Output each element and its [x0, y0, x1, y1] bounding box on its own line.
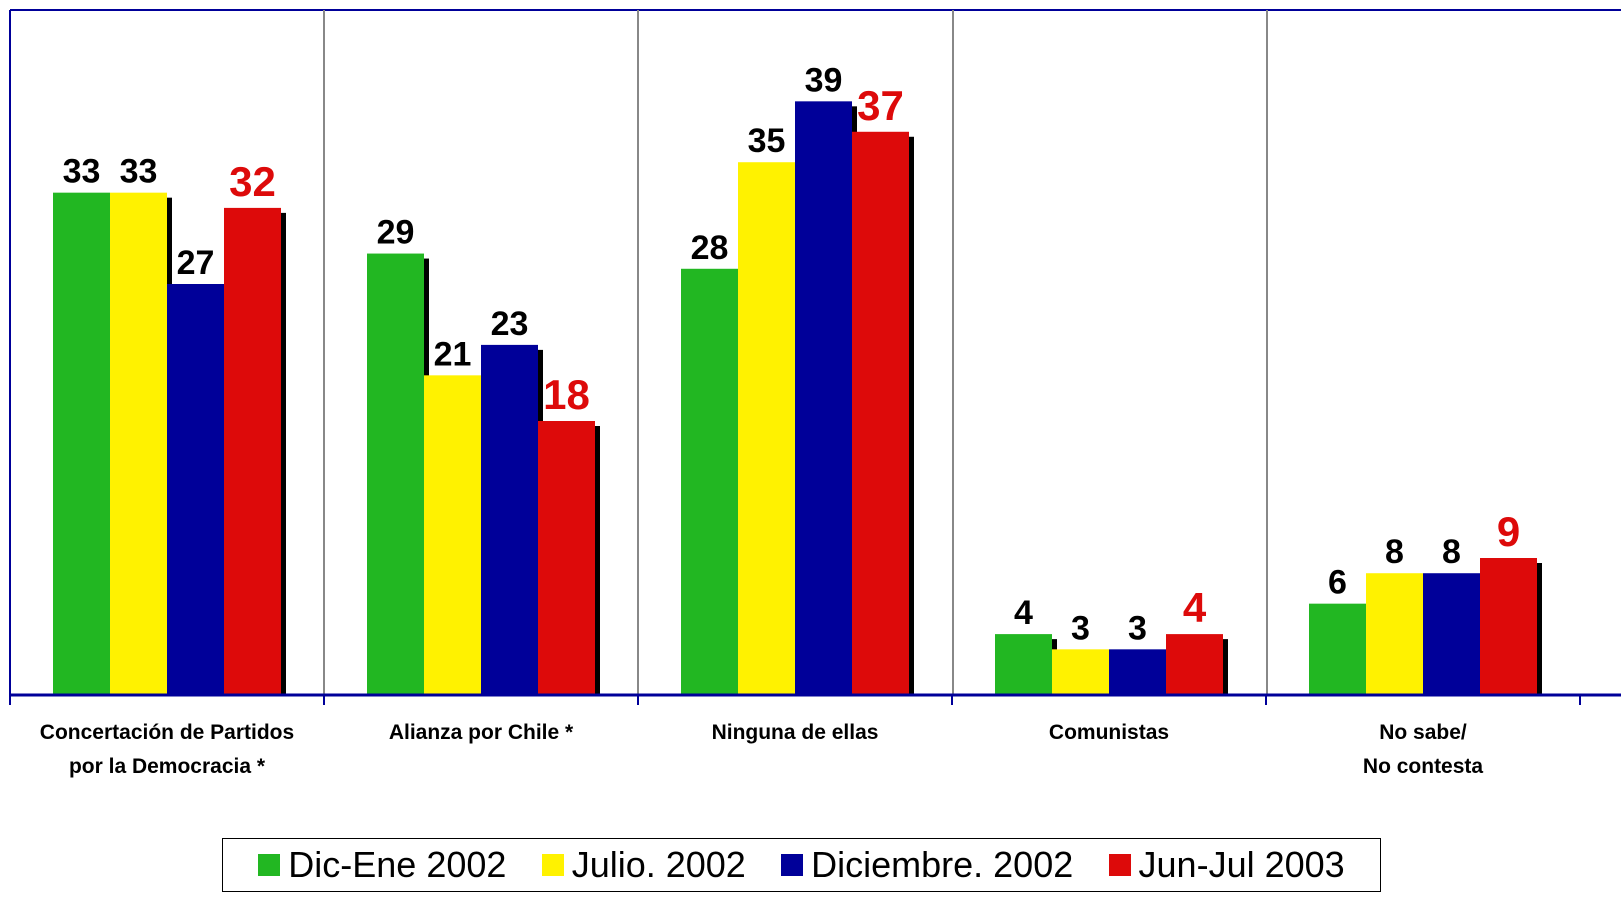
legend-label: Diciembre. 2002 [811, 844, 1074, 885]
legend-swatch [258, 854, 281, 876]
legend-label: Dic-Ene 2002 [288, 844, 507, 885]
data-label: 9 [1497, 508, 1520, 555]
bar [795, 101, 852, 696]
data-label: 3 [1128, 609, 1147, 647]
data-label: 28 [691, 229, 729, 267]
bar-shadow [909, 136, 914, 695]
legend-item: Jun-Jul 2003 [1108, 844, 1345, 886]
data-label: 37 [857, 82, 904, 129]
legend-swatch [1108, 854, 1131, 876]
legend-swatch [541, 854, 564, 876]
data-label: 29 [377, 214, 415, 252]
bar [1052, 649, 1109, 695]
bar [367, 253, 424, 696]
bar-shadow [1223, 639, 1228, 695]
legend-label: Jun-Jul 2003 [1138, 844, 1345, 885]
bar [481, 344, 538, 695]
bar [1480, 558, 1537, 695]
bar-shadow [281, 212, 286, 695]
bar [538, 421, 595, 695]
data-label: 35 [748, 122, 786, 160]
data-label: 4 [1183, 584, 1207, 631]
legend-item: Julio. 2002 [541, 844, 746, 886]
legend: Dic-Ene 2002 Julio. 2002 Diciembre. 2002 Ju… [222, 838, 1381, 892]
x-tick-label: Comunistas [1048, 721, 1170, 744]
data-label: 33 [63, 153, 101, 191]
bar-shadow [1537, 563, 1542, 695]
legend-label: Julio. 2002 [571, 844, 746, 885]
data-label: 6 [1328, 564, 1347, 602]
data-label: 32 [229, 158, 276, 205]
data-label: 23 [491, 305, 529, 343]
legend-swatch [781, 854, 804, 876]
bar [424, 375, 481, 695]
legend-item: Dic-Ene 2002 [258, 844, 506, 886]
data-label: 18 [543, 371, 590, 418]
bar [995, 634, 1052, 695]
bar [167, 284, 224, 695]
x-tick-label: No sabe/ No contesta [1362, 721, 1484, 778]
data-label: 27 [177, 244, 215, 282]
bar [852, 131, 909, 695]
bar [53, 192, 110, 695]
x-tick-label: Alianza por Chile * [388, 721, 574, 744]
bar [1166, 634, 1223, 695]
bar [1366, 573, 1423, 695]
data-label: 39 [805, 61, 843, 99]
data-label: 8 [1385, 533, 1404, 571]
bar [110, 192, 167, 695]
data-label: 21 [434, 335, 472, 373]
data-label: 4 [1014, 594, 1033, 632]
data-label: 33 [120, 153, 158, 191]
bar [1423, 573, 1480, 695]
x-tick-label: Ninguna de ellas [711, 721, 879, 744]
bar-shadow [595, 426, 600, 695]
bar [224, 207, 281, 695]
bar [738, 162, 795, 695]
bar [681, 268, 738, 695]
data-label: 3 [1071, 609, 1090, 647]
bar [1109, 649, 1166, 695]
bar [1309, 603, 1366, 695]
x-tick-label: Concertación de Partidos por la Democrac… [39, 721, 295, 778]
legend-item: Diciembre. 2002 [781, 844, 1073, 886]
data-label: 8 [1442, 533, 1461, 571]
